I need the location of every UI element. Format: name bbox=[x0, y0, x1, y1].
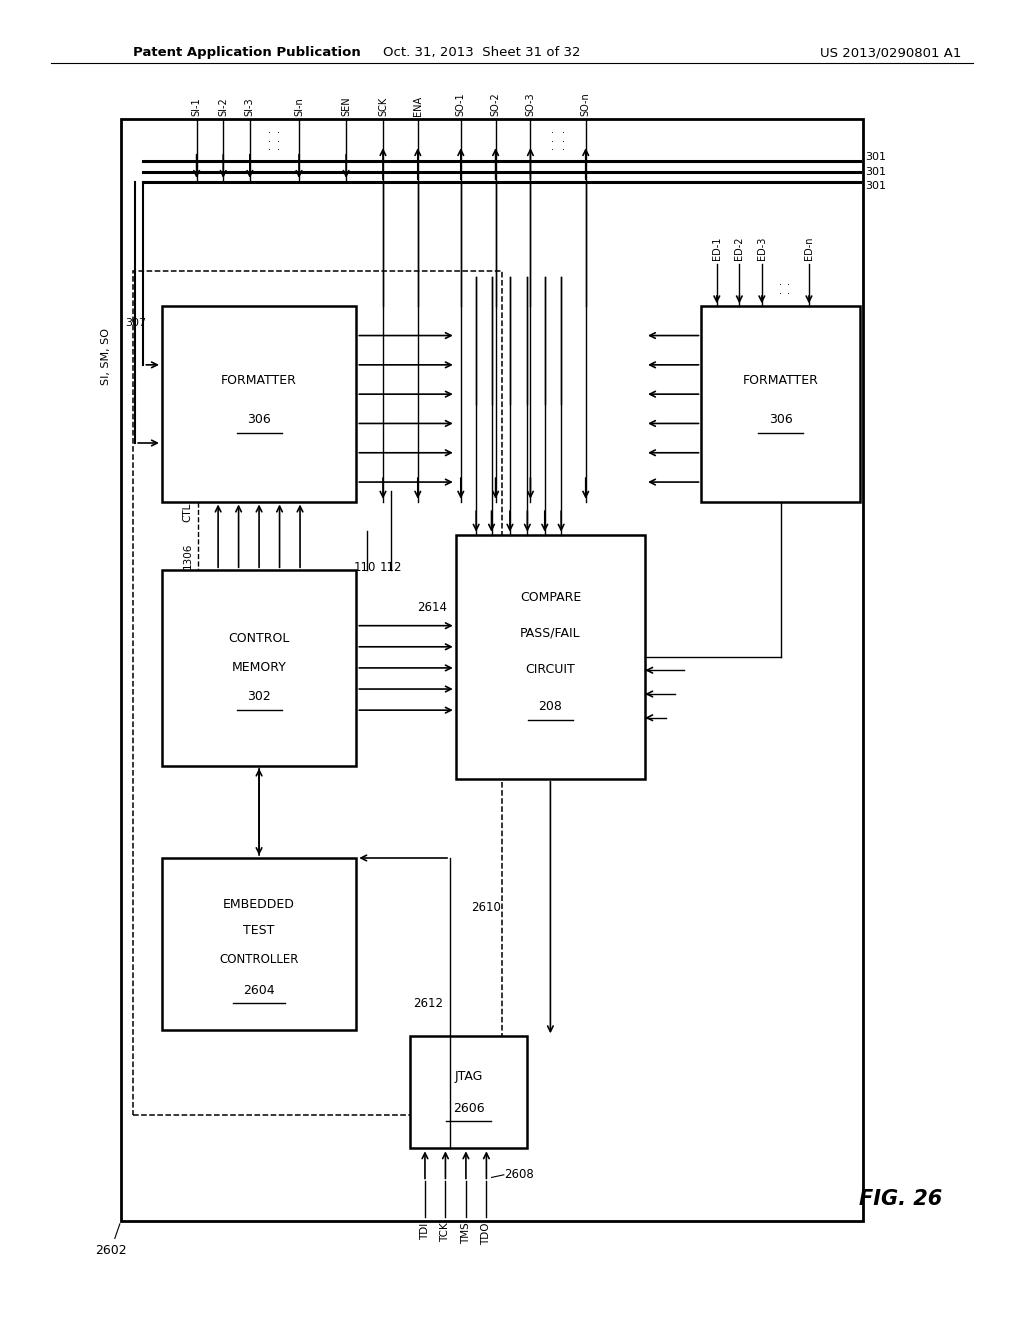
Text: .
.
.: . . . bbox=[562, 125, 564, 152]
Text: CIRCUIT: CIRCUIT bbox=[525, 664, 575, 676]
Text: 2608: 2608 bbox=[504, 1168, 534, 1181]
Text: EMBEDDED: EMBEDDED bbox=[223, 898, 295, 911]
Text: .
.: . . bbox=[779, 277, 781, 296]
Text: 2602: 2602 bbox=[95, 1224, 126, 1257]
Text: MEMORY: MEMORY bbox=[231, 661, 287, 675]
Bar bbox=[162, 570, 356, 766]
Text: 307: 307 bbox=[126, 318, 146, 329]
Text: SI-2: SI-2 bbox=[218, 98, 228, 116]
Text: COMPARE: COMPARE bbox=[520, 591, 581, 603]
Text: ED-n: ED-n bbox=[804, 236, 814, 260]
Text: 110: 110 bbox=[353, 561, 376, 574]
Text: FIG. 26: FIG. 26 bbox=[859, 1188, 943, 1209]
Text: CONTROL: CONTROL bbox=[228, 632, 290, 645]
Text: ED-2: ED-2 bbox=[734, 236, 744, 260]
Bar bbox=[456, 535, 645, 779]
Text: 112: 112 bbox=[380, 561, 402, 574]
Text: Oct. 31, 2013  Sheet 31 of 32: Oct. 31, 2013 Sheet 31 of 32 bbox=[383, 46, 580, 59]
Text: SO-n: SO-n bbox=[581, 92, 591, 116]
Bar bbox=[701, 306, 860, 502]
Text: SEN: SEN bbox=[341, 96, 351, 116]
Text: 301: 301 bbox=[865, 152, 887, 162]
Text: SO-3: SO-3 bbox=[525, 92, 536, 116]
Text: ED-3: ED-3 bbox=[757, 236, 767, 260]
Text: 306: 306 bbox=[769, 413, 793, 426]
Text: JTAG: JTAG bbox=[455, 1071, 482, 1082]
Text: FORMATTER: FORMATTER bbox=[742, 374, 819, 387]
Text: 2614: 2614 bbox=[418, 601, 447, 614]
Text: TEST: TEST bbox=[244, 924, 274, 937]
Text: US 2013/0290801 A1: US 2013/0290801 A1 bbox=[820, 46, 962, 59]
Text: Patent Application Publication: Patent Application Publication bbox=[133, 46, 360, 59]
Text: 2606: 2606 bbox=[453, 1102, 484, 1114]
Text: TDO: TDO bbox=[481, 1222, 492, 1245]
Bar bbox=[162, 306, 356, 502]
Text: .
.: . . bbox=[787, 277, 790, 296]
Text: 301: 301 bbox=[865, 181, 887, 191]
Text: PASS/FAIL: PASS/FAIL bbox=[520, 627, 581, 639]
Bar bbox=[133, 271, 502, 1115]
Text: SI-1: SI-1 bbox=[191, 98, 202, 116]
Text: SO-2: SO-2 bbox=[490, 92, 501, 116]
Text: .
.
.: . . . bbox=[278, 125, 280, 152]
Text: 302: 302 bbox=[247, 690, 271, 704]
Text: ENA: ENA bbox=[413, 96, 423, 116]
Bar bbox=[369, 277, 666, 554]
Text: .
.
.: . . . bbox=[268, 125, 270, 152]
Text: 2610: 2610 bbox=[471, 902, 501, 913]
Text: .
.
.: . . . bbox=[552, 125, 554, 152]
Text: 2604: 2604 bbox=[244, 983, 274, 997]
Text: TDI: TDI bbox=[420, 1222, 430, 1239]
Text: FORMATTER: FORMATTER bbox=[221, 374, 297, 387]
Text: 2612: 2612 bbox=[413, 997, 442, 1010]
Bar bbox=[121, 119, 863, 1221]
Text: CONTROLLER: CONTROLLER bbox=[219, 953, 299, 966]
Bar bbox=[410, 1036, 527, 1148]
Text: TCK: TCK bbox=[440, 1222, 451, 1242]
Text: SCK: SCK bbox=[378, 96, 388, 116]
Text: SI-n: SI-n bbox=[294, 98, 304, 116]
Text: 306: 306 bbox=[247, 413, 271, 426]
Text: 1306: 1306 bbox=[182, 543, 193, 569]
Text: SI, SM, SO: SI, SM, SO bbox=[101, 327, 112, 385]
Text: TMS: TMS bbox=[461, 1222, 471, 1243]
Bar bbox=[162, 858, 356, 1030]
Text: CTL: CTL bbox=[182, 503, 193, 521]
Text: SI-3: SI-3 bbox=[245, 98, 255, 116]
Text: SO-1: SO-1 bbox=[456, 92, 466, 116]
Text: ED-1: ED-1 bbox=[712, 236, 722, 260]
Text: 301: 301 bbox=[865, 166, 887, 177]
Text: 208: 208 bbox=[539, 701, 562, 713]
